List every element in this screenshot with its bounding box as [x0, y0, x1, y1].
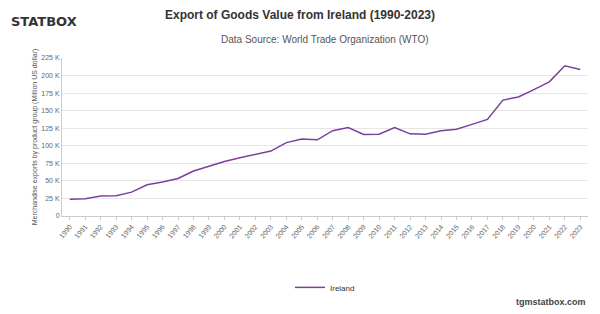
svg-text:1995: 1995	[135, 223, 150, 240]
svg-text:2023: 2023	[568, 223, 583, 240]
svg-text:2003: 2003	[259, 223, 274, 240]
svg-text:100 K: 100 K	[41, 142, 60, 149]
svg-text:2002: 2002	[243, 223, 258, 240]
svg-text:1998: 1998	[182, 223, 197, 240]
svg-text:1997: 1997	[166, 223, 181, 240]
svg-text:0: 0	[56, 212, 60, 219]
svg-text:1999: 1999	[197, 223, 212, 240]
svg-text:50 K: 50 K	[45, 177, 60, 184]
svg-text:1996: 1996	[151, 223, 166, 240]
svg-text:125 K: 125 K	[41, 125, 60, 132]
svg-text:2015: 2015	[445, 223, 460, 240]
svg-text:2006: 2006	[305, 223, 320, 240]
svg-text:1992: 1992	[89, 223, 104, 240]
svg-text:225 K: 225 K	[41, 54, 60, 61]
svg-text:2008: 2008	[336, 223, 351, 240]
svg-text:2013: 2013	[414, 223, 429, 240]
svg-text:25 K: 25 K	[45, 195, 60, 202]
svg-text:2011: 2011	[383, 223, 398, 239]
svg-text:2014: 2014	[429, 223, 444, 240]
svg-text:STATBOX: STATBOX	[11, 14, 77, 29]
svg-text:2020: 2020	[522, 223, 537, 240]
svg-text:175 K: 175 K	[41, 90, 60, 97]
svg-text:2009: 2009	[352, 223, 367, 240]
svg-text:2022: 2022	[553, 223, 568, 240]
svg-text:2005: 2005	[290, 223, 305, 240]
svg-text:2010: 2010	[367, 223, 382, 240]
svg-text:2018: 2018	[491, 223, 506, 240]
svg-text:Merchandise exports by product: Merchandise exports by product group (Mi…	[31, 49, 39, 226]
svg-text:Ireland: Ireland	[330, 284, 354, 293]
svg-text:2021: 2021	[537, 223, 552, 240]
svg-text:2016: 2016	[460, 223, 475, 240]
svg-text:2000: 2000	[213, 223, 228, 240]
svg-text:Data Source: World Trade Organ: Data Source: World Trade Organization (W…	[221, 34, 429, 45]
svg-text:75 K: 75 K	[45, 160, 60, 167]
svg-text:2004: 2004	[274, 223, 289, 240]
svg-text:Export of Goods Value from Ire: Export of Goods Value from Ireland (1990…	[165, 8, 435, 22]
svg-text:2007: 2007	[321, 223, 336, 240]
svg-text:tgmstatbox.com: tgmstatbox.com	[516, 297, 586, 307]
svg-text:1994: 1994	[120, 223, 135, 240]
svg-text:150 K: 150 K	[41, 107, 60, 114]
svg-text:2012: 2012	[398, 223, 413, 240]
svg-text:2017: 2017	[476, 223, 491, 240]
svg-text:200 K: 200 K	[41, 72, 60, 79]
svg-text:2019: 2019	[506, 223, 521, 240]
svg-text:1990: 1990	[58, 223, 73, 240]
svg-text:1993: 1993	[104, 223, 119, 240]
svg-text:1991: 1991	[73, 223, 88, 240]
svg-text:2001: 2001	[228, 223, 243, 240]
